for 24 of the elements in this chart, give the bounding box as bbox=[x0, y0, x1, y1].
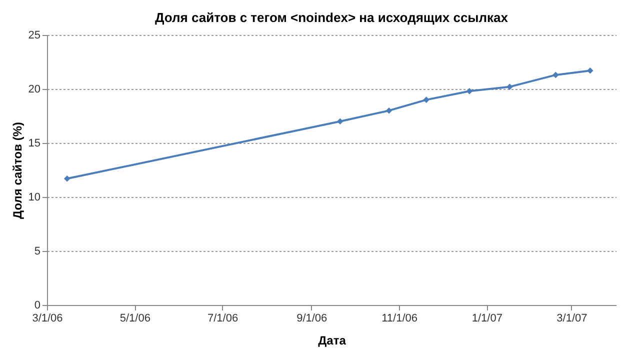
y-tick-label: 10 bbox=[28, 192, 40, 204]
point bbox=[506, 84, 513, 90]
x-tick-label: 3/1/06 bbox=[32, 312, 63, 324]
x-tick-label: 7/1/06 bbox=[208, 312, 238, 324]
x-axis-title: Дата bbox=[318, 334, 346, 348]
y-tick-label: 20 bbox=[28, 84, 40, 96]
y-axis-title: Доля сайтов (%) bbox=[10, 122, 24, 219]
chart-title: Доля сайтов с тегом <noindex> на исходящих ссылках bbox=[155, 10, 509, 25]
y-tick-label: 25 bbox=[28, 30, 40, 42]
y-tick-label: 15 bbox=[28, 138, 40, 150]
x-tick-label: 9/1/06 bbox=[296, 312, 328, 324]
point bbox=[466, 88, 473, 94]
point bbox=[386, 107, 392, 114]
point bbox=[552, 72, 559, 78]
y-tick-label: 5 bbox=[34, 246, 40, 258]
point bbox=[336, 118, 344, 125]
x-tick-label: 1/1/07 bbox=[472, 312, 502, 324]
x-tick-label: 5/1/06 bbox=[120, 312, 150, 324]
point bbox=[64, 175, 70, 182]
point bbox=[423, 96, 430, 103]
x-tick-label: 3/1/07 bbox=[556, 312, 588, 324]
y-tick-label: 0 bbox=[34, 300, 40, 312]
x-tick-label: 11/1/06 bbox=[382, 312, 418, 324]
point bbox=[586, 67, 594, 74]
